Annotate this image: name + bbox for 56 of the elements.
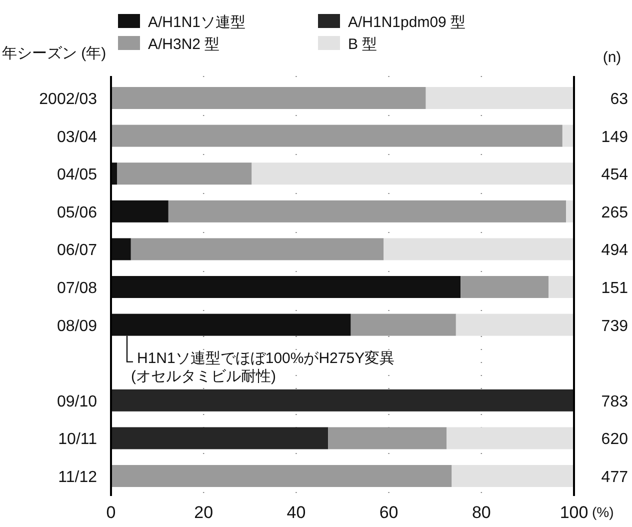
bar — [130, 238, 384, 260]
legend-label: A/H3N2 型 — [148, 36, 220, 53]
bar — [548, 276, 574, 298]
bar — [562, 124, 574, 147]
text: 265 — [601, 204, 628, 222]
y-tick-label: 11/12 — [58, 469, 98, 486]
bar — [252, 162, 574, 185]
y-tick-label: 03/04 — [56, 128, 98, 146]
bar — [168, 200, 566, 222]
y-tick-label: 06/07 — [56, 242, 98, 260]
x-tick-label: 100 — [560, 503, 588, 522]
text: 477 — [601, 469, 628, 486]
annotation: H1N1ソ連型でほぼ100%がH275Y変異 (オセルタミビル耐性) — [131, 350, 395, 385]
bar — [384, 238, 574, 260]
text: 454 — [601, 166, 628, 184]
text: 151 — [601, 280, 628, 297]
x-tick-label: 20 — [194, 503, 214, 522]
bar — [111, 465, 452, 487]
bar — [117, 162, 252, 185]
bar — [460, 276, 549, 298]
text: 494 — [601, 242, 628, 260]
text: 149 — [601, 128, 628, 146]
bar — [350, 314, 456, 336]
bar — [111, 276, 461, 298]
legend-label: B 型 — [348, 36, 378, 53]
legend-label: A/H1N1ソ連型 — [148, 14, 246, 31]
y-tick-label: 10/11 — [58, 431, 98, 448]
x-axis-title: (%) — [592, 504, 614, 520]
x-tick-label: 80 — [472, 503, 491, 522]
bar — [456, 314, 574, 336]
y-tick-label: 04/05 — [56, 166, 98, 184]
y-tick-label: 08/09 — [56, 318, 98, 335]
text: 63 — [610, 91, 628, 108]
text: (n) — [602, 49, 622, 66]
x-tick-label: 60 — [379, 503, 398, 522]
bar — [111, 200, 168, 222]
text: 739 — [601, 318, 628, 335]
bar — [111, 238, 131, 260]
text: 783 — [601, 393, 628, 410]
x-tick-label: 0 — [106, 503, 116, 522]
bar — [426, 87, 574, 109]
y-tick-label: 09/10 — [56, 393, 98, 410]
bar — [446, 427, 574, 450]
bar — [452, 465, 574, 487]
bar — [111, 389, 574, 412]
y-tick-label: 05/06 — [56, 204, 98, 222]
x-tick-label: 40 — [286, 503, 306, 522]
bar — [328, 427, 447, 450]
bar — [111, 87, 426, 109]
bar — [111, 124, 562, 147]
legend-label: A/H1N1pdm09 型 — [348, 14, 466, 31]
y-tick-label: 2002/03 — [39, 91, 98, 108]
text: 620 — [601, 431, 628, 448]
y-tick-label: 07/08 — [56, 280, 98, 297]
bar — [111, 427, 328, 450]
y-axis-title: 年シーズン (年) — [2, 45, 106, 62]
